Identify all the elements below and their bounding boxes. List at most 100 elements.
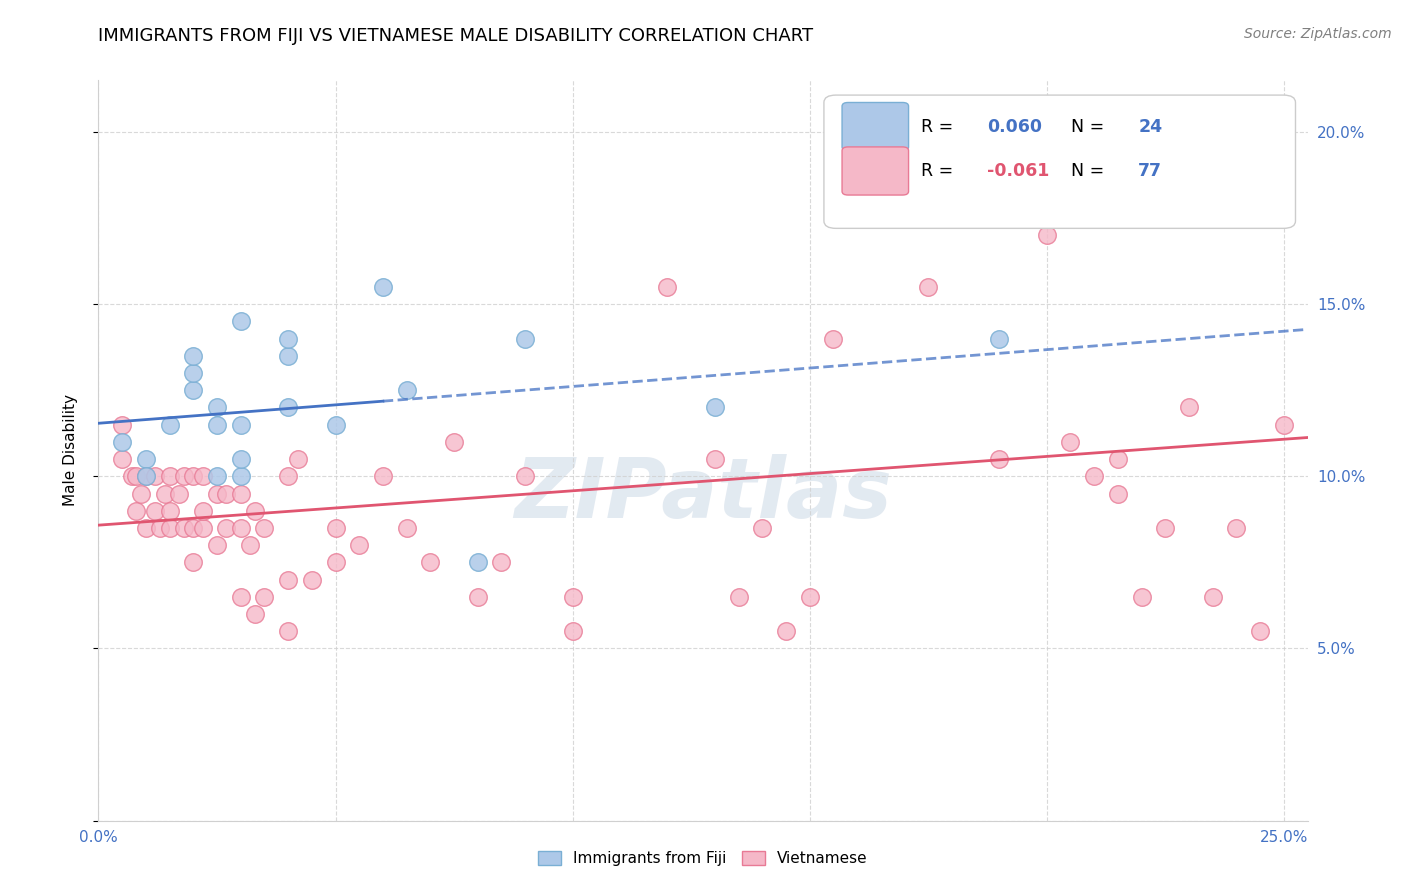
Point: [229, 417, 252, 432]
Point: [181, 521, 204, 535]
Point: [1225, 521, 1247, 535]
Text: 0.060: 0.060: [987, 118, 1042, 136]
Point: [846, 211, 869, 225]
Point: [325, 417, 347, 432]
Point: [1249, 211, 1271, 225]
Y-axis label: Male Disability: Male Disability: [63, 394, 77, 507]
Point: [467, 555, 489, 569]
Point: [823, 332, 845, 346]
Point: [1249, 624, 1271, 639]
Point: [229, 486, 252, 500]
Text: 77: 77: [1139, 162, 1163, 180]
Point: [277, 332, 299, 346]
Point: [1107, 452, 1129, 467]
Point: [799, 590, 821, 604]
Point: [703, 452, 725, 467]
Point: [191, 521, 214, 535]
Point: [205, 401, 228, 415]
Point: [277, 401, 299, 415]
Point: [727, 590, 749, 604]
Point: [1083, 469, 1105, 483]
Point: [181, 555, 204, 569]
Point: [1272, 417, 1295, 432]
Point: [325, 521, 347, 535]
Point: [1059, 434, 1081, 449]
Point: [253, 590, 276, 604]
Point: [125, 469, 148, 483]
Point: [1130, 590, 1153, 604]
Point: [277, 573, 299, 587]
Point: [515, 332, 537, 346]
Point: [229, 314, 252, 328]
Point: [111, 434, 134, 449]
Point: [253, 521, 276, 535]
Point: [277, 624, 299, 639]
Point: [143, 504, 166, 518]
Point: [703, 401, 725, 415]
Point: [277, 349, 299, 363]
Point: [1036, 228, 1059, 243]
Point: [775, 624, 797, 639]
Point: [159, 521, 181, 535]
Point: [243, 504, 266, 518]
Point: [135, 469, 157, 483]
Text: N =: N =: [1060, 118, 1109, 136]
Point: [277, 469, 299, 483]
Point: [159, 504, 181, 518]
Point: [215, 486, 238, 500]
Point: [153, 486, 176, 500]
Point: [159, 417, 181, 432]
Point: [135, 469, 157, 483]
Point: [167, 486, 190, 500]
Text: R =: R =: [921, 162, 959, 180]
Point: [395, 521, 418, 535]
Point: [111, 452, 134, 467]
Point: [125, 504, 148, 518]
Point: [243, 607, 266, 621]
Point: [1107, 486, 1129, 500]
Point: [751, 521, 773, 535]
Point: [395, 383, 418, 397]
Point: [173, 521, 195, 535]
Point: [205, 538, 228, 552]
Point: [135, 452, 157, 467]
Point: [1178, 401, 1201, 415]
Point: [1202, 590, 1225, 604]
Point: [467, 590, 489, 604]
Point: [205, 417, 228, 432]
Point: [371, 280, 394, 294]
Point: [287, 452, 309, 467]
Point: [205, 469, 228, 483]
Text: R =: R =: [921, 118, 959, 136]
Point: [515, 469, 537, 483]
Text: -0.061: -0.061: [987, 162, 1049, 180]
Point: [657, 280, 679, 294]
Point: [149, 521, 172, 535]
Point: [239, 538, 262, 552]
Point: [988, 332, 1011, 346]
Point: [1154, 521, 1177, 535]
Text: N =: N =: [1060, 162, 1109, 180]
Point: [173, 469, 195, 483]
Point: [229, 521, 252, 535]
Text: 24: 24: [1139, 118, 1163, 136]
Point: [181, 383, 204, 397]
FancyBboxPatch shape: [842, 147, 908, 195]
Point: [229, 452, 252, 467]
Point: [371, 469, 394, 483]
Text: ZIPatlas: ZIPatlas: [515, 454, 891, 535]
Point: [121, 469, 143, 483]
Point: [181, 349, 204, 363]
Point: [143, 469, 166, 483]
Legend: Immigrants from Fiji, Vietnamese: Immigrants from Fiji, Vietnamese: [531, 845, 875, 872]
Point: [229, 590, 252, 604]
FancyBboxPatch shape: [824, 95, 1295, 228]
Point: [561, 590, 583, 604]
FancyBboxPatch shape: [842, 103, 908, 151]
Point: [205, 486, 228, 500]
Point: [191, 504, 214, 518]
Point: [917, 280, 939, 294]
Point: [347, 538, 370, 552]
Point: [159, 469, 181, 483]
Text: IMMIGRANTS FROM FIJI VS VIETNAMESE MALE DISABILITY CORRELATION CHART: IMMIGRANTS FROM FIJI VS VIETNAMESE MALE …: [98, 27, 814, 45]
